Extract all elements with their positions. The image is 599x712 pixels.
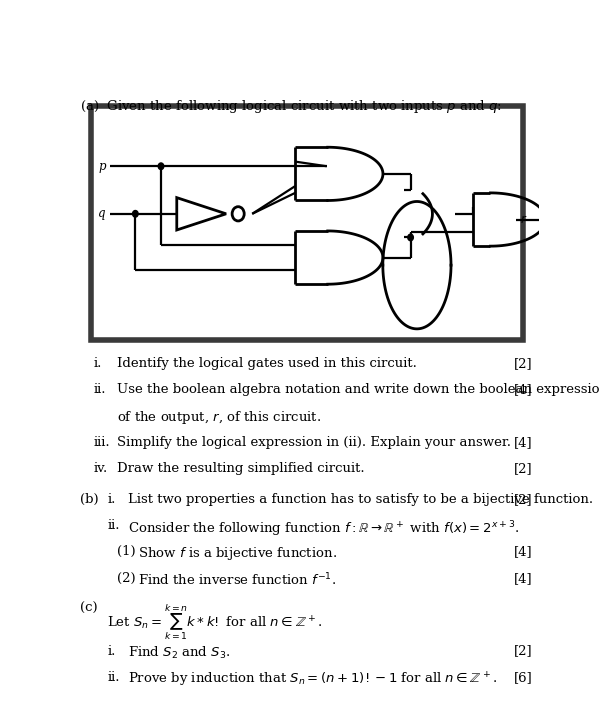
Text: [4]: [4] bbox=[513, 383, 532, 396]
Text: [6]: [6] bbox=[513, 671, 532, 684]
Text: [2]: [2] bbox=[513, 493, 532, 506]
Text: i.: i. bbox=[107, 644, 116, 658]
Text: i.: i. bbox=[93, 357, 102, 370]
Text: Find the inverse function $f^{-1}$.: Find the inverse function $f^{-1}$. bbox=[138, 572, 336, 588]
Text: $r$: $r$ bbox=[520, 213, 528, 226]
Circle shape bbox=[408, 234, 413, 241]
Text: Simplify the logical expression in (ii). Explain your answer.: Simplify the logical expression in (ii).… bbox=[117, 436, 511, 449]
Text: Use the boolean algebra notation and write down the boolean expression: Use the boolean algebra notation and wri… bbox=[117, 383, 599, 396]
Text: [2]: [2] bbox=[513, 357, 532, 370]
Text: ii.: ii. bbox=[107, 519, 120, 532]
Text: List two properties a function has to satisfy to be a bijective function.: List two properties a function has to sa… bbox=[128, 493, 594, 506]
Text: (c): (c) bbox=[80, 602, 97, 615]
Text: i.: i. bbox=[107, 493, 116, 506]
Text: ii.: ii. bbox=[107, 671, 120, 684]
Text: (a)  Given the following logical circuit with two inputs $p$ and $q$:: (a) Given the following logical circuit … bbox=[80, 98, 501, 115]
Text: Draw the resulting simplified circuit.: Draw the resulting simplified circuit. bbox=[117, 462, 364, 475]
Text: (b): (b) bbox=[80, 493, 98, 506]
Text: ii.: ii. bbox=[93, 383, 106, 396]
Text: Show $f$ is a bijective function.: Show $f$ is a bijective function. bbox=[138, 545, 337, 562]
Text: [2]: [2] bbox=[513, 462, 532, 475]
Text: [2]: [2] bbox=[513, 644, 532, 658]
Text: [4]: [4] bbox=[513, 436, 532, 449]
Text: p: p bbox=[98, 159, 106, 173]
Text: q: q bbox=[98, 207, 106, 220]
FancyBboxPatch shape bbox=[91, 106, 523, 340]
Text: Let $S_n = \sum_{k=1}^{k=n} k * k!$ for all $n \in \mathbb{Z}^+$.: Let $S_n = \sum_{k=1}^{k=n} k * k!$ for … bbox=[107, 602, 323, 642]
Text: Identify the logical gates used in this circuit.: Identify the logical gates used in this … bbox=[117, 357, 416, 370]
Text: Prove by induction that $S_n = (n+1)! - 1$ for all $n \in \mathbb{Z}^+$.: Prove by induction that $S_n = (n+1)! - … bbox=[128, 671, 498, 689]
Text: [4]: [4] bbox=[513, 572, 532, 585]
Text: iv.: iv. bbox=[93, 462, 108, 475]
Circle shape bbox=[158, 163, 164, 169]
Text: Consider the following function $f : \mathbb{R} \rightarrow \mathbb{R}^+$ with $: Consider the following function $f : \ma… bbox=[128, 519, 519, 539]
Text: [4]: [4] bbox=[513, 545, 532, 558]
Circle shape bbox=[132, 211, 138, 217]
Text: (2): (2) bbox=[117, 572, 135, 585]
Text: Find $S_2$ and $S_3$.: Find $S_2$ and $S_3$. bbox=[128, 644, 231, 661]
Text: of the output, $r$, of this circuit.: of the output, $r$, of this circuit. bbox=[117, 409, 321, 426]
Text: iii.: iii. bbox=[93, 436, 110, 449]
Text: (1): (1) bbox=[117, 545, 135, 558]
